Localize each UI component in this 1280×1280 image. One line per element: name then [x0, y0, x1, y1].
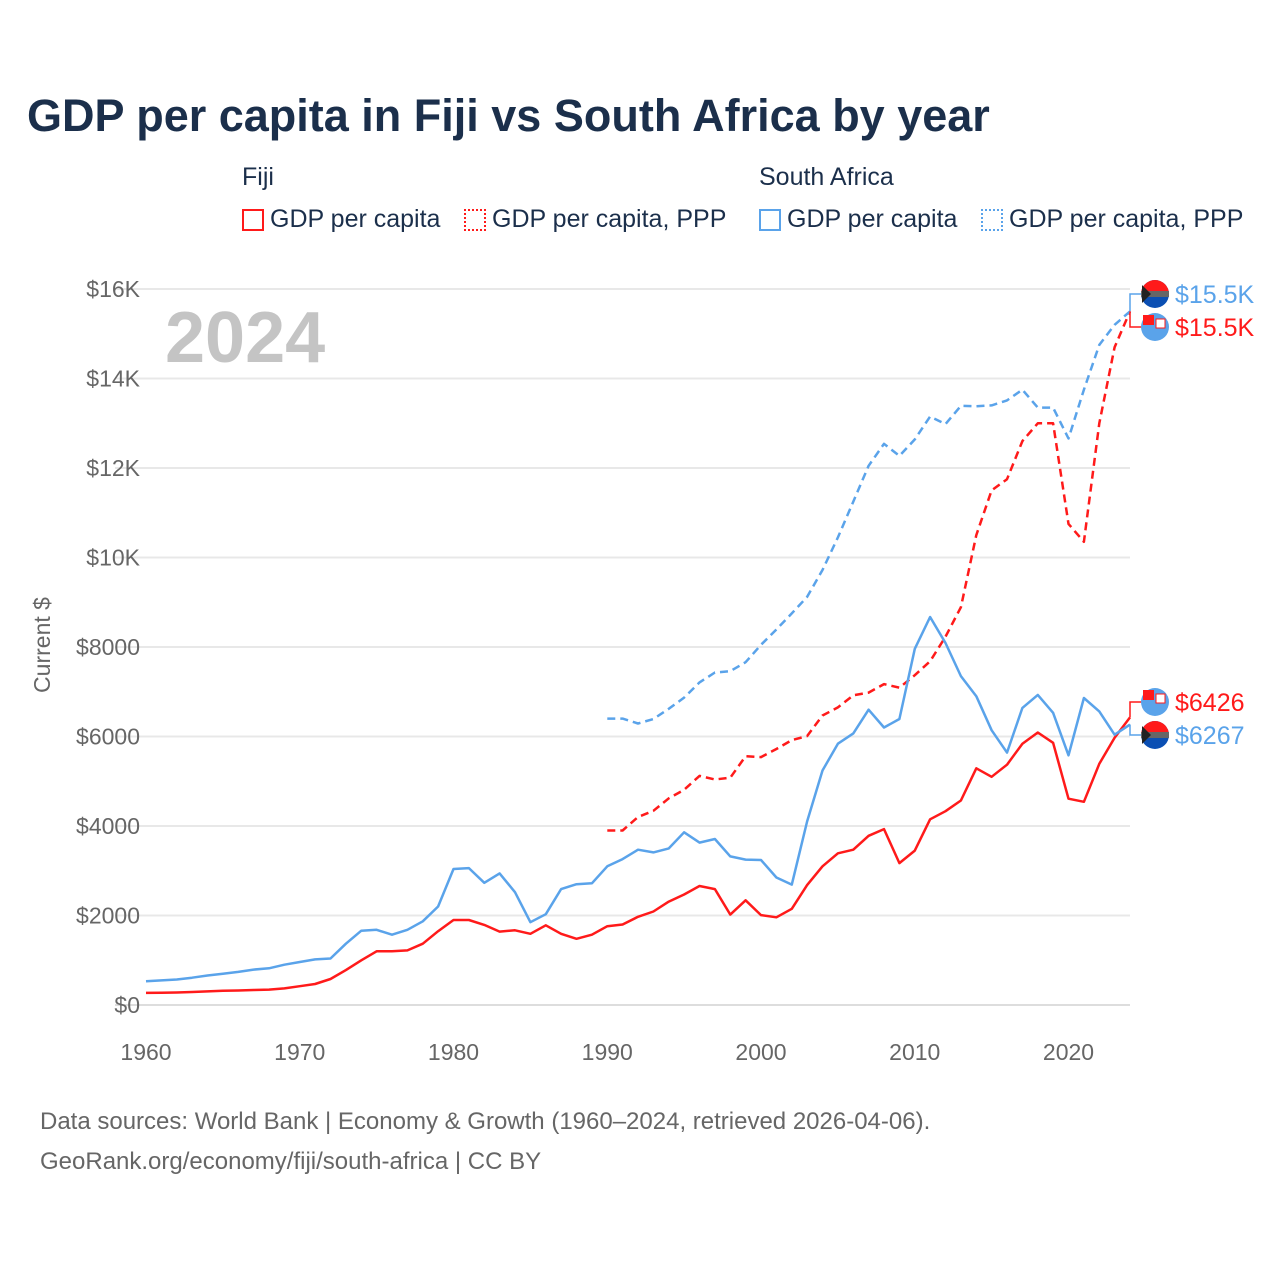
legend-group-fiji: Fiji [242, 163, 274, 191]
flag-canton [1143, 315, 1154, 325]
end-value-label: $15.5K [1175, 281, 1255, 309]
flag-shield [1155, 318, 1166, 329]
x-tick-label: 2010 [889, 1039, 940, 1065]
end-value-label: $15.5K [1175, 314, 1255, 342]
y-tick-label: $16K [86, 276, 140, 302]
south-africa-flag-icon [1141, 721, 1169, 749]
fiji-flag-icon [1141, 688, 1169, 716]
x-tick-label: 1980 [428, 1039, 479, 1065]
flag-band [1141, 732, 1169, 738]
y-tick-label: $14K [86, 366, 140, 392]
legend-label: GDP per capita, PPP [492, 205, 727, 233]
label-connector [1129, 311, 1142, 328]
x-tick-label: 1960 [120, 1039, 171, 1065]
y-tick-label: $2000 [76, 903, 140, 929]
flag-triangle [1142, 726, 1151, 744]
fiji-flag-icon [1141, 313, 1169, 341]
series-line-fiji-gdp-per-capita [145, 716, 1131, 995]
y-tick-label: $12K [86, 455, 140, 481]
legend-group-south-africa: South Africa [759, 163, 894, 191]
x-tick-label: 2020 [1043, 1039, 1094, 1065]
y-tick-label: $10K [86, 545, 140, 571]
footer-sources: Data sources: World Bank | Economy & Gro… [40, 1108, 931, 1135]
flag-triangle [1142, 285, 1151, 303]
legend-label: GDP per capita [270, 205, 441, 233]
x-tick-label: 2000 [735, 1039, 786, 1065]
label-connector [1129, 724, 1142, 736]
series-line-south-africa-gdp-per-capita-ppp [607, 310, 1131, 725]
flag-shield [1155, 693, 1166, 704]
footer-link[interactable]: GeoRank.org/economy/fiji/south-africa | … [40, 1148, 542, 1175]
legend-label: GDP per capita, PPP [1009, 205, 1244, 233]
year-watermark: 2024 [165, 298, 325, 378]
legend-sa-gdp[interactable]: GDP per capita [759, 205, 957, 234]
end-value-label: $6426 [1175, 689, 1245, 717]
flag-band [1141, 291, 1169, 297]
y-axis-label: Current $ [29, 597, 55, 693]
legend-label: GDP per capita [787, 205, 958, 233]
y-tick-label: $4000 [76, 813, 140, 839]
end-value-label: $6267 [1175, 722, 1245, 750]
series-line-fiji-gdp-per-capita-ppp [607, 310, 1132, 832]
series-line-south-africa-gdp-per-capita [145, 615, 1131, 983]
chart-title: GDP per capita in Fiji vs South Africa b… [27, 90, 990, 141]
x-tick-label: 1990 [582, 1039, 633, 1065]
south-africa-flag-icon [1141, 280, 1169, 308]
flag-top [1141, 280, 1169, 294]
y-tick-label: $8000 [76, 634, 140, 660]
y-tick-label: $0 [114, 992, 140, 1018]
legend-swatch [759, 208, 781, 231]
legend-swatch [464, 208, 486, 231]
label-connector [1129, 293, 1142, 312]
legend-fiji-gdp[interactable]: GDP per capita [242, 205, 440, 234]
x-tick-label: 1970 [274, 1039, 325, 1065]
legend-swatch [242, 208, 264, 231]
label-connector [1129, 701, 1142, 718]
flag-top [1141, 721, 1169, 735]
legend-sa-gdp-ppp[interactable]: GDP per capita, PPP [981, 205, 1243, 234]
flag-canton [1143, 690, 1154, 700]
y-tick-label: $6000 [76, 724, 140, 750]
legend-swatch [981, 208, 1003, 231]
legend-fiji-gdp-ppp[interactable]: GDP per capita, PPP [464, 205, 726, 234]
